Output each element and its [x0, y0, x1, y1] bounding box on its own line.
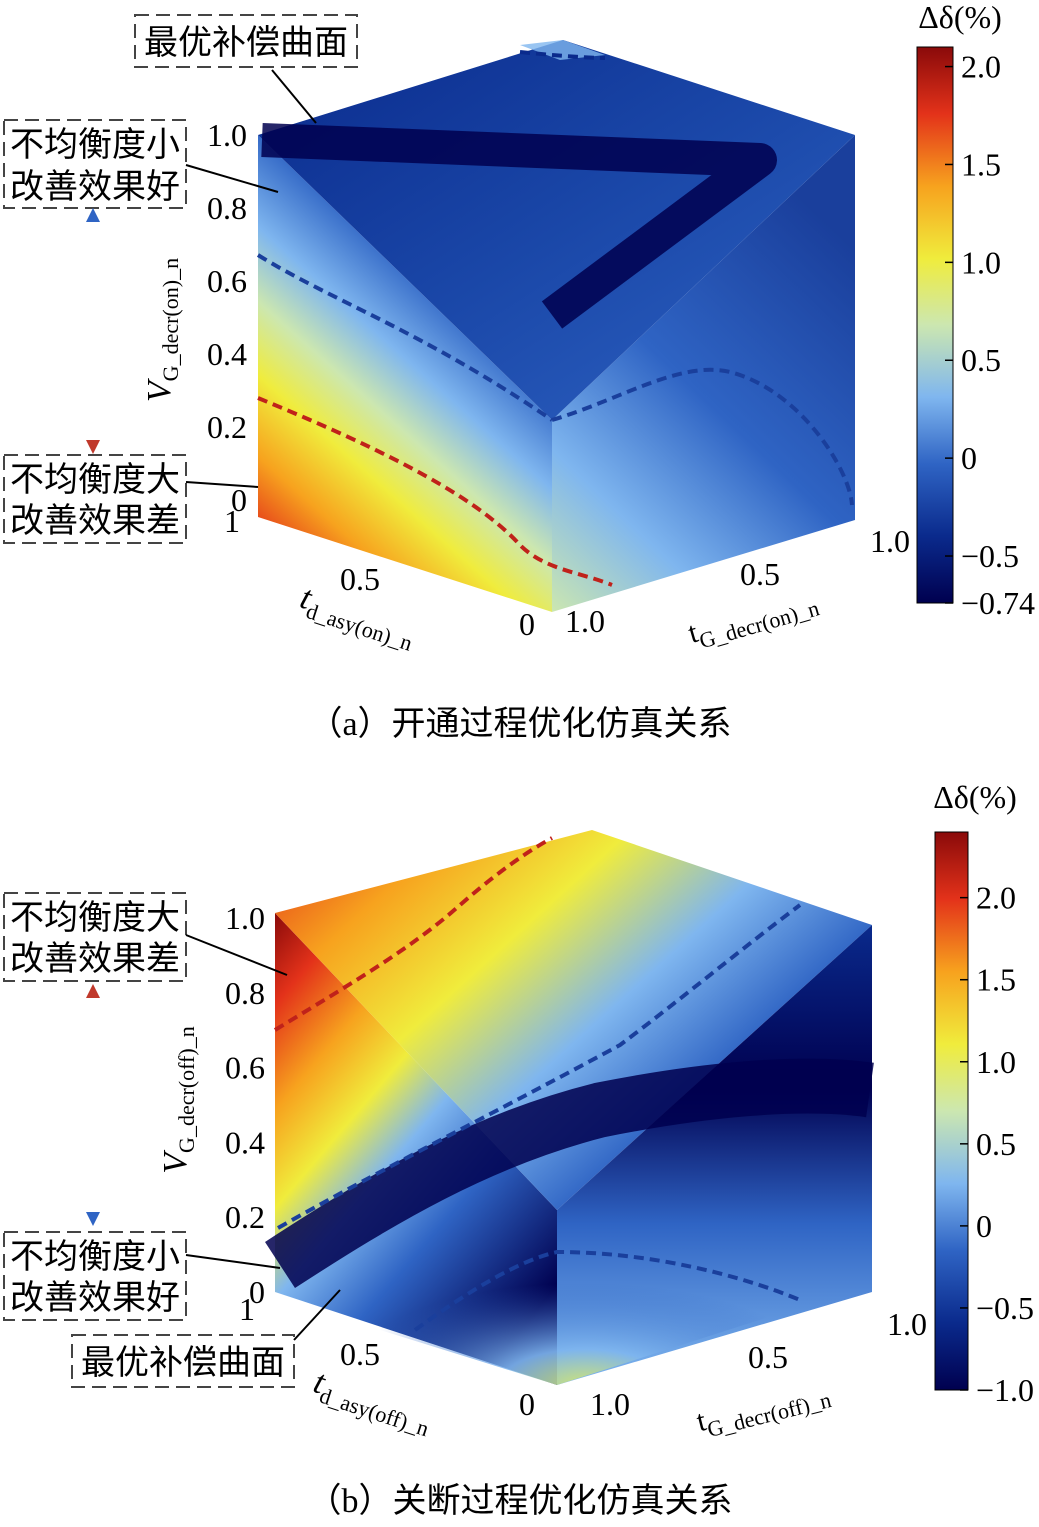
z-tick-label: 1.0: [207, 117, 247, 153]
annotation-large-line1-b: 不均衡度大: [10, 899, 180, 937]
x-tick-label: 0: [519, 606, 535, 642]
colorbar-tick-label: −0.74: [961, 585, 1035, 621]
annotation-small-line1: 不均衡度小: [10, 126, 180, 164]
cube-face-top-b: [275, 830, 872, 1210]
cube-face-left: [258, 135, 552, 612]
svg-text:tG_decr(on)_n: tG_decr(on)_n: [685, 582, 822, 656]
z-axis-label-a: VG_decr(on)_n: [141, 258, 183, 402]
x-ticks-b: 10.50: [239, 1291, 535, 1422]
z-tick-label: 0.8: [225, 975, 265, 1011]
y-tick-label: 1.0: [590, 1386, 630, 1422]
contour-zero-right: [551, 367, 854, 506]
contour-zero-b: [277, 903, 802, 1230]
annotation-large-box: 不均衡度大 改善效果差: [3, 454, 259, 544]
colorbar-tick-label: −1.0: [976, 1372, 1034, 1408]
y-tick-label: 1.0: [887, 1306, 927, 1342]
z-tick-label: 0.6: [225, 1050, 265, 1086]
annotation-optimal-box: 最优补偿曲面: [134, 14, 358, 124]
cube-top-highlight: [520, 40, 605, 60]
arrow-head-up-b: [86, 984, 100, 998]
annotation-large-box-b: 不均衡度大 改善效果差: [3, 892, 288, 982]
colorbar-tick-label: 1.0: [961, 244, 1001, 280]
annotation-optimal: 最优补偿曲面: [144, 24, 348, 62]
annotation-small-box: 不均衡度小 改善效果好: [3, 119, 279, 209]
z-tick-label: 0.2: [225, 1199, 265, 1235]
z-tick-label: 1.0: [225, 900, 265, 936]
panel-b: 不均衡度大 改善效果差 不均衡度小 改善效果好 最优补偿曲面 VG_decr(o…: [3, 779, 1034, 1520]
colorbar-tick-label: 2.0: [961, 49, 1001, 85]
cube-face-right: [552, 135, 855, 612]
colorbar-ticks-a: 2.0 1.5 1.0 0.5 0 −0.5 −0.74: [945, 49, 1035, 621]
colorbar-tick-label: 2.0: [976, 880, 1016, 916]
arrow-head-up-a: [86, 208, 100, 222]
y-tick-label: 0.5: [748, 1339, 788, 1375]
annotation-small-line1-b: 不均衡度小: [10, 1238, 180, 1276]
colorbar-tick-label: −0.5: [976, 1290, 1034, 1326]
y-axis-label-a: tG_decr(on)_n: [685, 582, 822, 656]
colorbar-tick-label: 0.5: [976, 1126, 1016, 1162]
y-ticks-a: 1.0 0.5 1.0: [565, 523, 910, 639]
colorbar-title-a: Δδ(%): [918, 0, 1002, 35]
arrow-head-down-a: [86, 440, 100, 454]
z-tick-label: 0.6: [207, 263, 247, 299]
colorbar-ticks-b: 2.0 1.5 1.0 0.5 0 −0.5 −1.0: [960, 880, 1034, 1408]
colorbar-tick-label: 1.0: [976, 1044, 1016, 1080]
annotation-large-line1: 不均衡度大: [10, 461, 180, 499]
x-tick-label: 1: [224, 503, 240, 539]
colorbar-tick-label: 1.5: [961, 146, 1001, 182]
y-ticks-b: 1.0 0.5 1.0: [590, 1306, 927, 1422]
annotation-large-line2: 改善效果差: [10, 502, 180, 540]
arrow-head-down-b: [86, 1212, 100, 1226]
annotation-optimal-box-b: 最优补偿曲面: [71, 1289, 341, 1388]
x-tick-label: 1: [239, 1291, 255, 1327]
contour-high-b: [273, 836, 553, 1032]
svg-text:VG_decr(on)_n: VG_decr(on)_n: [141, 258, 183, 402]
svg-text:tG_decr(off)_n: tG_decr(off)_n: [693, 1373, 833, 1444]
colorbar-tick-label: 0: [976, 1208, 992, 1244]
contour-zero-left: [256, 253, 554, 422]
bottom-glow-b: [380, 1215, 790, 1385]
colorbar-title-b: Δδ(%): [933, 779, 1017, 815]
annotation-small-line2-b: 改善效果好: [10, 1279, 180, 1317]
colorbar-b: [934, 831, 969, 1391]
contour-low-b: [413, 1249, 801, 1332]
panel-a: 最优补偿曲面 不均衡度小 改善效果好 不均衡度大 改善效果差 VG_decr(o…: [3, 0, 1035, 743]
y-tick-label: 1.0: [870, 523, 910, 559]
svg-text:td_asy(off)_n: td_asy(off)_n: [308, 1363, 438, 1441]
annotation-small-box-b: 不均衡度小 改善效果好: [3, 1231, 281, 1321]
contour-high: [257, 396, 613, 587]
colorbar-tick-label: 1.5: [976, 962, 1016, 998]
z-tick-label: 0: [231, 482, 247, 518]
y-tick-label: 1.0: [565, 603, 605, 639]
z-ticks-a: 1.0 0.8 0.6 0.4 0.2 0: [207, 117, 247, 518]
valley-band: [261, 123, 777, 329]
colorbar-tick-label: 0: [961, 440, 977, 476]
z-tick-label: 0.4: [207, 336, 247, 372]
contour-top: [519, 50, 606, 60]
annotation-optimal-b: 最优补偿曲面: [81, 1344, 285, 1382]
z-axis-label-b: VG_decr(off)_n: [157, 1026, 199, 1173]
colorbar-tick-label: −0.5: [961, 538, 1019, 574]
caption-b: （b）关断过程优化仿真关系: [308, 1482, 733, 1520]
x-ticks-a: 10.50: [224, 503, 535, 642]
svg-text:VG_decr(off)_n: VG_decr(off)_n: [157, 1026, 199, 1173]
x-axis-label-b: td_asy(off)_n: [308, 1363, 438, 1441]
colorbar-a: [916, 46, 954, 604]
x-tick-label: 0: [519, 1386, 535, 1422]
z-tick-label: 0.4: [225, 1124, 265, 1160]
y-axis-label-b: tG_decr(off)_n: [693, 1373, 833, 1444]
colorbar-tick-label: 0.5: [961, 342, 1001, 378]
z-tick-label: 0.8: [207, 190, 247, 226]
valley-band-b: [265, 1058, 874, 1289]
annotation-small-line2: 改善效果好: [10, 168, 180, 206]
z-tick-label: 0: [249, 1274, 265, 1310]
x-tick-label: 0.5: [340, 561, 380, 597]
caption-a: （a）开通过程优化仿真关系: [308, 705, 731, 743]
y-tick-label: 0.5: [740, 556, 780, 592]
x-tick-label: 0.5: [340, 1336, 380, 1372]
z-ticks-b: 1.0 0.8 0.6 0.4 0.2 0: [225, 900, 265, 1310]
annotation-large-line2-b: 改善效果差: [10, 940, 180, 978]
z-tick-label: 0.2: [207, 409, 247, 445]
